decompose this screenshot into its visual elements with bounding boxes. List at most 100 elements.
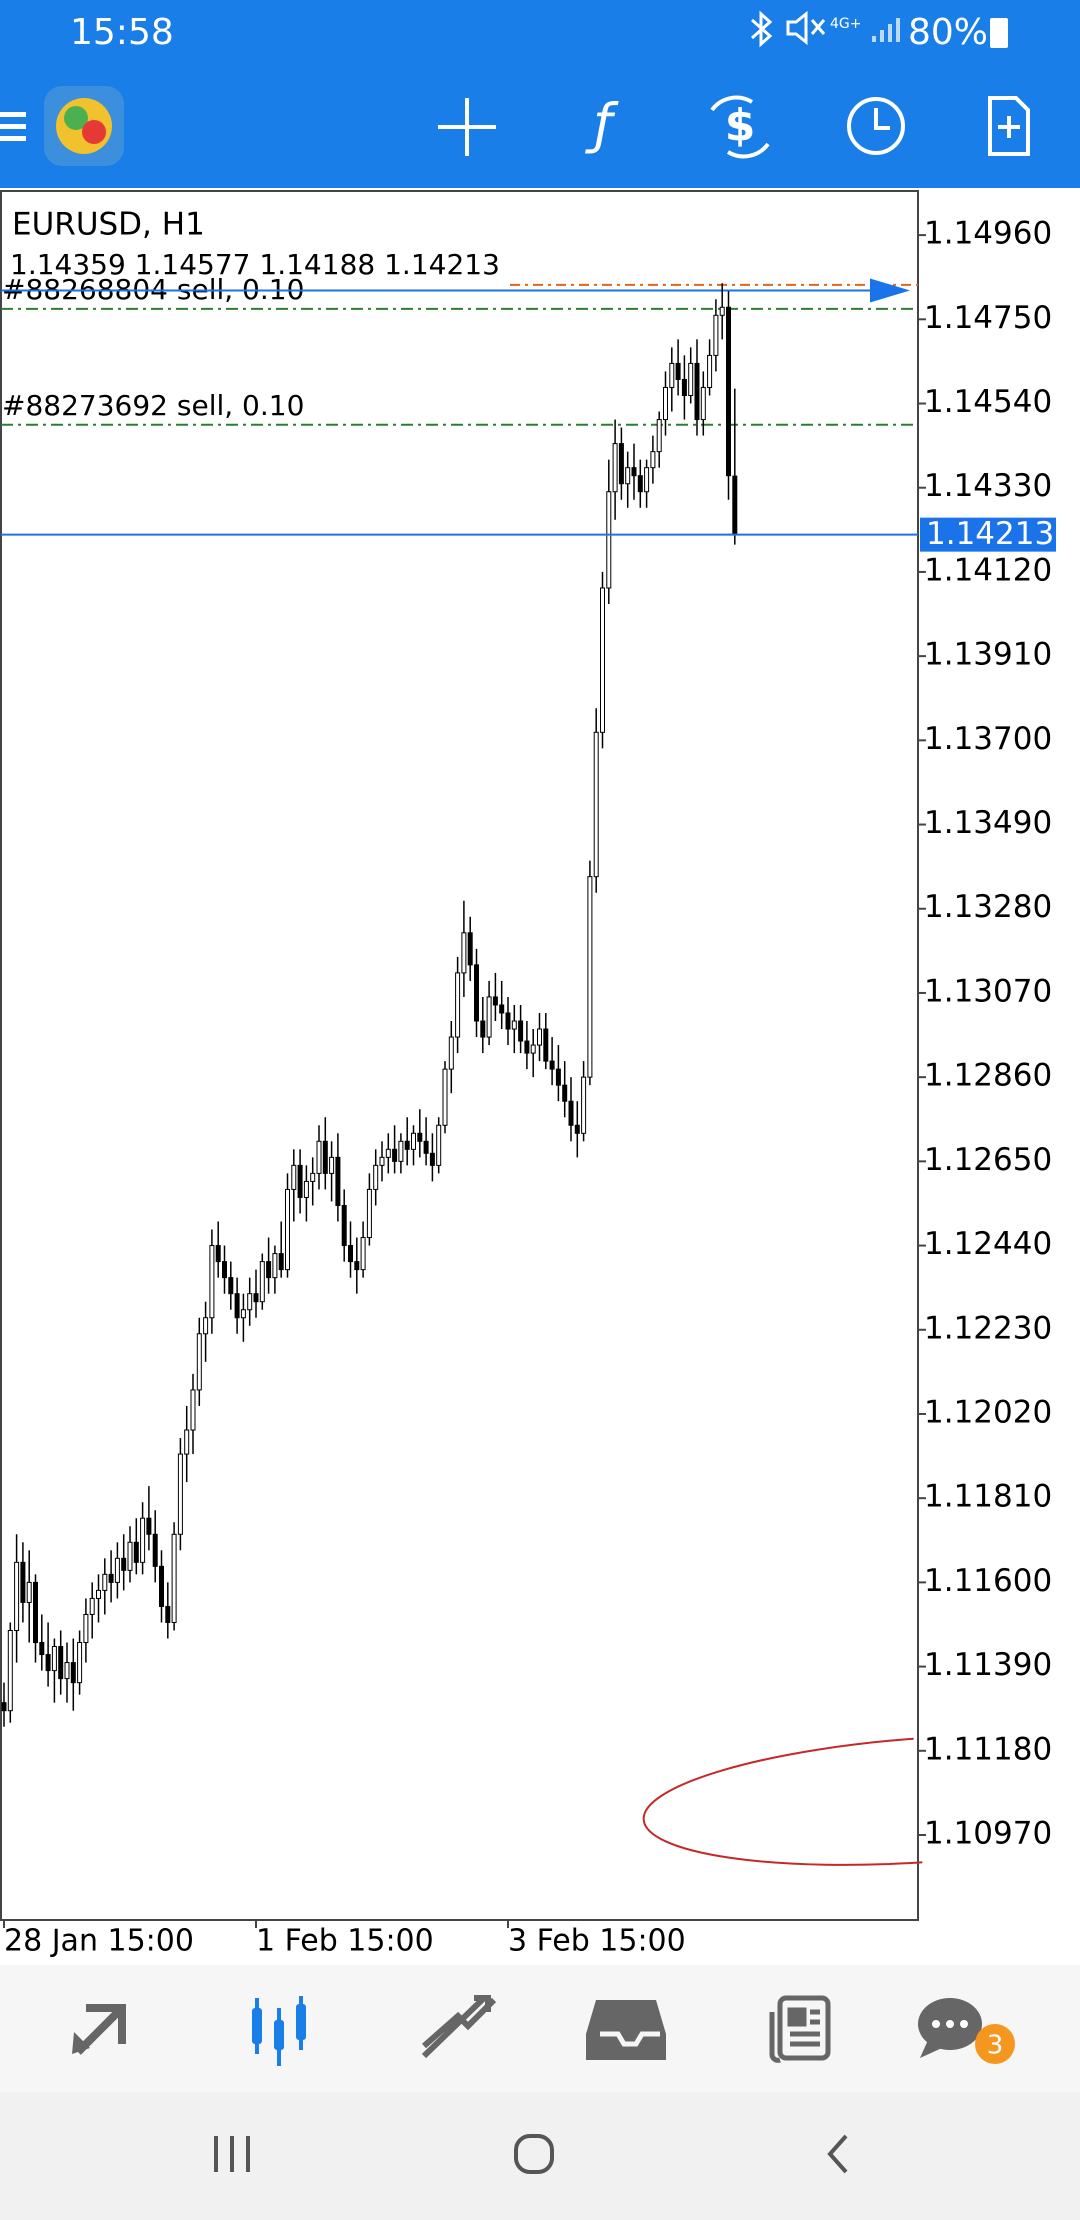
crosshair-button[interactable] [438,98,496,156]
candle-body [253,1293,259,1303]
nav-quotes[interactable] [72,2004,126,2055]
candle-body [581,1076,587,1134]
candle-body [146,1517,152,1535]
candle-body [297,1164,303,1198]
y-tick-label: 1.14750 [924,300,1052,336]
history-button[interactable] [847,97,905,155]
candle-body [39,1642,45,1656]
nav-news[interactable] [769,1995,831,2063]
candle-body [64,1662,70,1680]
candle-body [140,1517,146,1563]
candle-body [77,1642,83,1684]
candle-body [480,1020,486,1038]
candle-body [429,1152,435,1166]
ohlc-high: 1.14577 [135,248,251,281]
sys-home[interactable] [514,2134,554,2174]
candle-body [70,1662,76,1684]
status-icons: 4G+ [751,10,900,48]
candle-body [461,932,467,974]
candle-body [26,1581,32,1603]
nav-chart[interactable] [252,1996,306,2066]
candle-body [165,1605,171,1623]
menu-button[interactable] [0,112,26,141]
candle-body [625,467,631,485]
candle-body [285,1188,290,1271]
candle-body [228,1277,234,1295]
candle-body [568,1100,574,1126]
candle-body [694,362,700,421]
chat-badge-count: 3 [987,2031,1004,2061]
nav-history[interactable] [586,2000,666,2060]
y-tick-label: 1.11810 [924,1479,1052,1515]
candle-body [436,1124,442,1166]
candle-body [719,306,725,316]
app-icon[interactable] [44,86,124,166]
candle-body [335,1156,341,1206]
symbol-label: EURUSD, H1 [12,207,205,243]
candle-body [593,731,599,878]
candle-body [102,1573,108,1591]
candle-body [234,1293,240,1319]
candle-body [467,932,473,966]
y-tick-label: 1.14330 [924,468,1052,504]
chart-frame [0,190,919,1921]
y-tick-label: 1.13070 [924,973,1052,1009]
candle-body [278,1253,284,1271]
candle-body [486,996,492,1038]
y-tick-label: 1.13490 [924,805,1052,841]
y-tick-label: 1.13700 [924,721,1052,757]
candle-body [417,1132,423,1142]
candle-body [474,964,479,1022]
candle-body [133,1541,139,1563]
sys-back[interactable] [827,2134,848,2174]
candle-body [184,1429,190,1455]
candle-body [215,1245,221,1263]
candle-body [58,1646,64,1680]
candle-body [398,1140,404,1162]
candle-body [442,1068,448,1126]
candle-body [127,1541,133,1571]
candle-body [549,1060,555,1070]
y-tick-label: 1.14540 [924,384,1052,420]
candle-body [14,1561,20,1631]
candle-body [618,443,624,485]
candle-body [159,1565,164,1607]
candle-body [354,1261,360,1271]
candle-body [96,1589,101,1599]
y-tick-label: 1.13280 [924,889,1052,925]
sys-recents[interactable] [214,2136,250,2172]
candle-body [152,1533,158,1567]
candle-body [631,467,637,477]
candle-body [707,354,713,388]
candle-body [574,1124,580,1134]
y-tick-label: 1.11180 [924,1731,1052,1767]
price-tag [920,517,1056,552]
candle-body [329,1156,335,1174]
nav-chat[interactable] [918,1998,982,2058]
y-tick-label: 1.12440 [924,1226,1052,1262]
candle-body [492,996,498,1006]
ohlc-label: 1.14359 1.14577 1.14188 1.14213 [10,248,500,281]
candle-body [511,1020,517,1030]
plot-area: #88268804 sell, 0.10 #88273692 sell, 0.10 [1,273,918,1727]
candle-body [303,1180,309,1198]
candle-body [89,1597,95,1615]
candle-body [656,419,662,453]
nav-trade[interactable] [421,1995,497,2059]
new-order-button[interactable] [988,96,1030,156]
candle-body [637,475,643,493]
system-nav [0,2092,1080,2220]
trade-button[interactable]: $ [710,95,770,159]
candle-body [266,1261,272,1279]
y-tick-label: 1.11600 [924,1563,1052,1599]
candle-body [555,1068,561,1086]
candle-body [543,1028,549,1062]
candle-body [177,1453,183,1535]
candle-body [411,1132,416,1150]
candle-body [455,972,461,1038]
candle-body [675,362,681,380]
candle-body [587,876,593,1078]
price-tag-label: 1.14213 [926,516,1054,552]
ohlc-close: 1.14213 [384,248,500,281]
